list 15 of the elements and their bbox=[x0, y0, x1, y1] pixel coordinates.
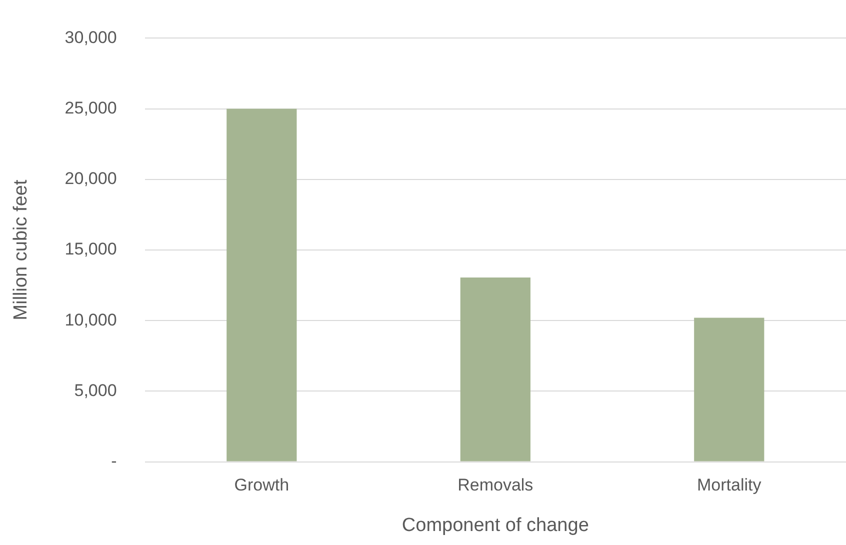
y-tick-label: - bbox=[111, 451, 117, 470]
x-axis-title: Component of change bbox=[402, 514, 589, 536]
x-tick-label: Growth bbox=[234, 476, 290, 495]
x-tick-label: Mortality bbox=[697, 476, 762, 495]
y-tick-label: 20,000 bbox=[64, 169, 117, 188]
y-tick-label: 5,000 bbox=[74, 380, 117, 400]
bar bbox=[694, 318, 764, 462]
y-tick-label: 30,000 bbox=[64, 28, 117, 47]
y-axis-title: Million cubic feet bbox=[10, 179, 32, 320]
y-tick-label: 15,000 bbox=[64, 240, 117, 259]
x-tick-label: Removals bbox=[458, 476, 534, 495]
bar bbox=[460, 278, 530, 462]
y-tick-label: 10,000 bbox=[64, 310, 117, 330]
bar bbox=[226, 108, 297, 462]
y-tick-label: 25,000 bbox=[64, 98, 117, 118]
